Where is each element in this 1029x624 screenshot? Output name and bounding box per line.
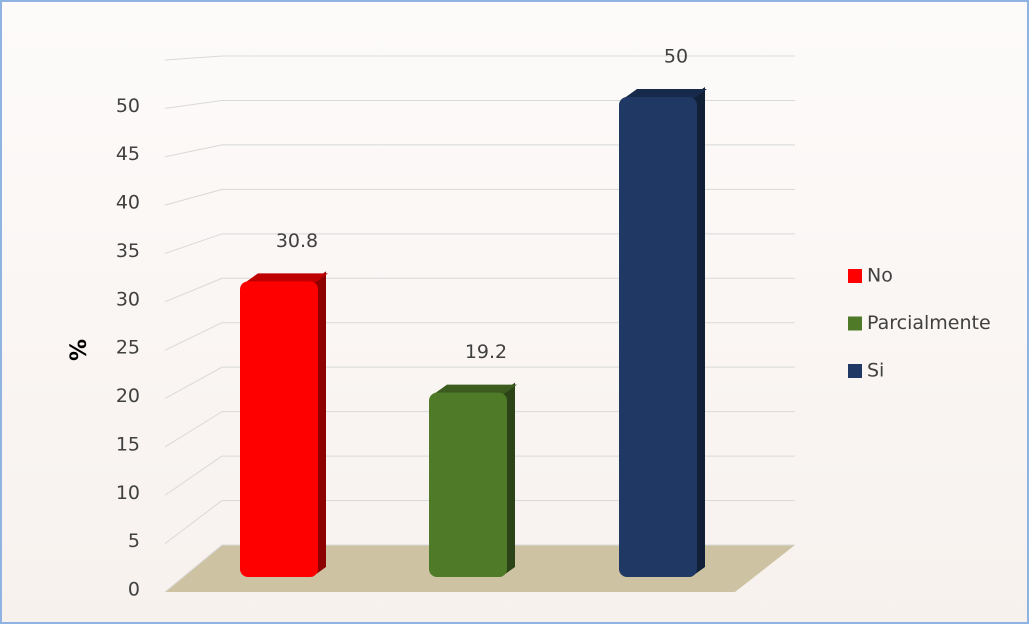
bar — [240, 281, 318, 577]
wall-edge — [164, 55, 223, 61]
y-tick-label: 35 — [116, 240, 140, 262]
data-label: 50 — [664, 46, 688, 68]
y-tick-label: 10 — [116, 482, 140, 504]
bar — [429, 392, 507, 577]
y-tick-label: 25 — [116, 337, 140, 359]
y-tick-label: 30 — [116, 288, 140, 310]
data-label: 19.2 — [465, 341, 507, 363]
grid-line — [164, 99, 223, 109]
y-tick-label: 40 — [116, 192, 140, 214]
grid-line — [164, 144, 223, 158]
grid-line — [164, 277, 223, 303]
y-tick-label: 0 — [128, 579, 140, 601]
y-tick-label: 5 — [128, 530, 140, 552]
legend-swatch — [848, 364, 862, 378]
bar-top — [433, 384, 517, 395]
bar-top — [623, 89, 707, 99]
bar — [619, 97, 697, 577]
grid-line — [164, 322, 223, 351]
grid-line — [164, 544, 223, 593]
grid-line — [164, 233, 223, 254]
grid-line — [164, 500, 223, 545]
legend-label: No — [867, 265, 893, 287]
y-tick-label: 15 — [116, 433, 140, 455]
data-label: 30.8 — [276, 230, 318, 252]
grid-line — [164, 366, 223, 399]
legend-label: Parcialmente — [867, 312, 991, 334]
grid-line — [164, 411, 223, 448]
grid-line — [164, 188, 223, 206]
y-tick-label: 50 — [116, 95, 140, 117]
legend-label: Si — [867, 360, 884, 382]
y-tick-label: 20 — [116, 385, 140, 407]
bar-top — [244, 273, 328, 284]
legend-swatch — [848, 316, 862, 331]
grid-line — [164, 455, 223, 496]
y-tick-label: 45 — [116, 143, 140, 165]
y-axis-label: % — [67, 339, 92, 361]
legend-swatch — [848, 269, 862, 283]
